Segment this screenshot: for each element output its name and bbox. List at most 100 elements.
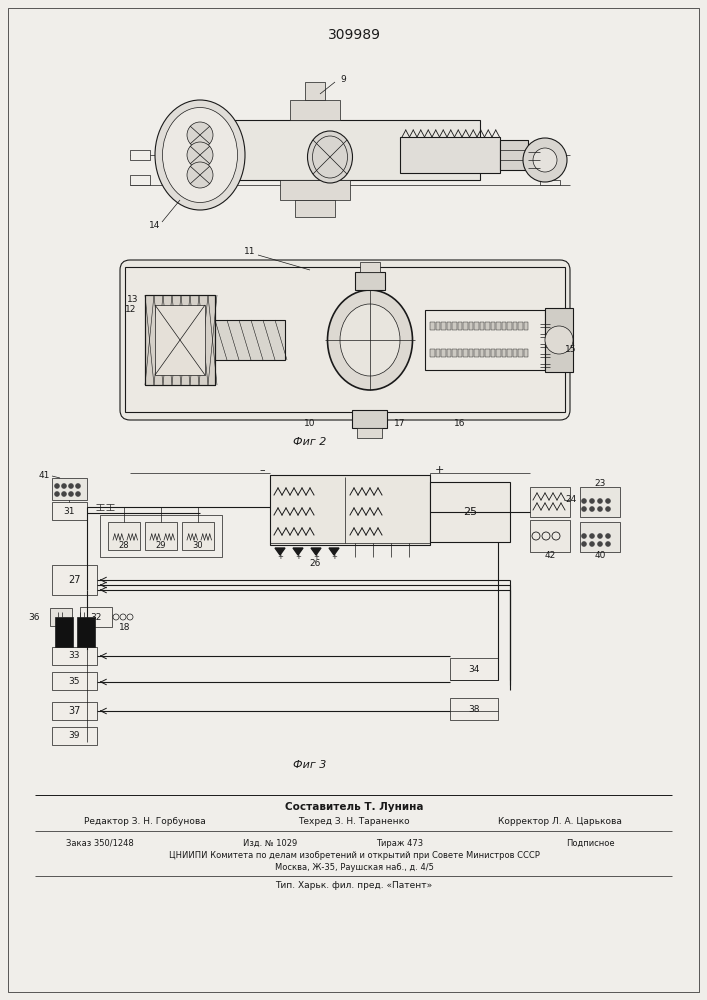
Bar (580, 487, 620, 517)
Bar (108, 522, 140, 550)
Polygon shape (275, 548, 285, 555)
Bar (507, 322, 511, 330)
Circle shape (597, 534, 602, 538)
Circle shape (597, 498, 602, 504)
Bar (77, 617, 95, 647)
Circle shape (533, 148, 557, 172)
Bar (501, 322, 506, 330)
Text: 35: 35 (69, 676, 81, 686)
Bar (80, 607, 112, 627)
Circle shape (605, 534, 611, 538)
Text: Заказ 350/1248: Заказ 350/1248 (66, 838, 134, 848)
Text: Подписное: Подписное (566, 838, 614, 848)
Text: 30: 30 (193, 542, 204, 550)
Text: Фиг 2: Фиг 2 (293, 437, 327, 447)
Bar (530, 487, 570, 517)
Bar (52, 502, 87, 520)
Bar (52, 672, 97, 690)
Bar (425, 310, 545, 370)
Bar (479, 349, 484, 357)
Text: 15: 15 (565, 346, 576, 355)
Circle shape (590, 506, 595, 512)
Bar (523, 349, 528, 357)
Circle shape (187, 122, 213, 148)
Bar (513, 349, 517, 357)
Circle shape (590, 498, 595, 504)
Bar (457, 322, 462, 330)
Text: 28: 28 (119, 542, 129, 550)
Text: 11: 11 (244, 247, 256, 256)
Text: 10: 10 (304, 420, 316, 428)
Ellipse shape (308, 131, 353, 183)
Text: Фиг 3: Фиг 3 (293, 760, 327, 770)
Bar (447, 349, 451, 357)
Circle shape (187, 162, 213, 188)
Text: Составитель Т. Лунина: Составитель Т. Лунина (285, 802, 423, 812)
Circle shape (581, 498, 587, 504)
Text: ЦНИИПИ Комитета по делам изобретений и открытий при Совете Министров СССР: ЦНИИПИ Комитета по делам изобретений и о… (168, 852, 539, 860)
Circle shape (581, 534, 587, 538)
Text: Изд. № 1029: Изд. № 1029 (243, 838, 297, 848)
Bar (469, 322, 473, 330)
Circle shape (590, 534, 595, 538)
Bar (270, 475, 430, 545)
Circle shape (545, 326, 573, 354)
Bar (200, 120, 480, 180)
Text: +: + (435, 465, 445, 475)
Bar (530, 520, 570, 552)
Bar (52, 702, 97, 720)
Text: +: + (331, 554, 337, 560)
Bar (130, 150, 150, 160)
Text: 26: 26 (310, 558, 321, 568)
Bar (145, 522, 177, 550)
Bar (479, 322, 484, 330)
Bar (452, 349, 457, 357)
Bar (474, 322, 479, 330)
Bar (280, 180, 350, 200)
Bar (52, 478, 87, 500)
Text: 16: 16 (455, 420, 466, 428)
Bar (100, 515, 222, 557)
Text: Редактор З. Н. Горбунова: Редактор З. Н. Горбунова (84, 816, 206, 826)
Bar (491, 349, 495, 357)
Bar (290, 100, 340, 120)
Bar (430, 322, 435, 330)
Bar (355, 272, 385, 290)
Circle shape (76, 491, 81, 496)
Text: 38: 38 (468, 704, 480, 714)
FancyBboxPatch shape (120, 260, 570, 420)
Bar (155, 305, 205, 375)
Ellipse shape (163, 107, 238, 202)
Circle shape (54, 484, 59, 488)
Bar (52, 565, 97, 595)
Text: 9: 9 (340, 76, 346, 85)
Bar (125, 267, 565, 412)
Text: 25: 25 (463, 507, 477, 517)
Bar (360, 262, 380, 272)
Circle shape (597, 506, 602, 512)
Bar (450, 698, 498, 720)
Ellipse shape (327, 290, 412, 390)
Polygon shape (293, 548, 303, 555)
Circle shape (69, 484, 74, 488)
Text: Корректор Л. А. Царькова: Корректор Л. А. Царькова (498, 816, 622, 826)
Bar (305, 82, 325, 100)
Bar (182, 522, 214, 550)
Text: +: + (295, 554, 301, 560)
Bar (352, 410, 387, 428)
Bar (145, 295, 215, 385)
Bar (450, 658, 498, 680)
Bar (507, 349, 511, 357)
Text: 14: 14 (149, 221, 160, 230)
Text: 39: 39 (69, 732, 81, 740)
Text: 309989: 309989 (327, 28, 380, 42)
Text: 13: 13 (127, 296, 138, 304)
Bar (513, 322, 517, 330)
Bar (523, 322, 528, 330)
Circle shape (605, 498, 611, 504)
Bar (500, 140, 528, 170)
Ellipse shape (155, 100, 245, 210)
Text: 23: 23 (595, 479, 606, 488)
Text: Тип. Харьк. фил. пред. «Патент»: Тип. Харьк. фил. пред. «Патент» (275, 882, 433, 890)
Text: 31: 31 (64, 506, 75, 516)
